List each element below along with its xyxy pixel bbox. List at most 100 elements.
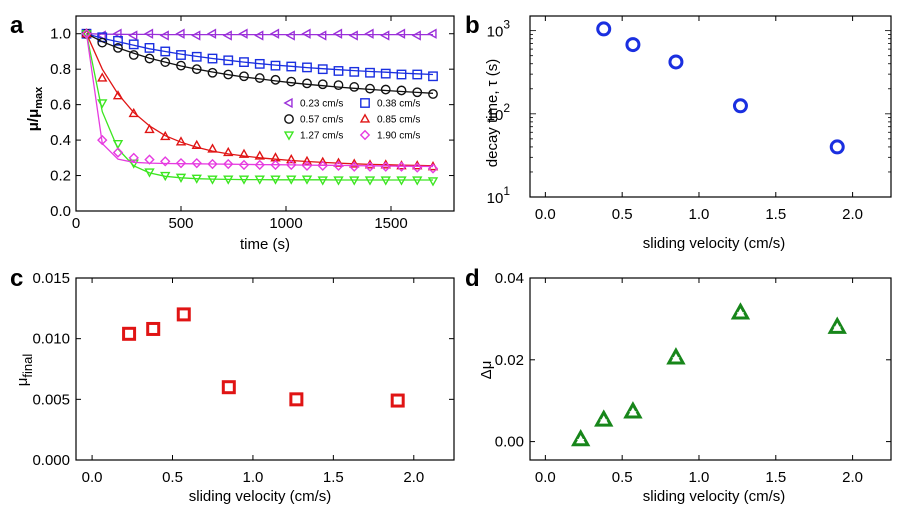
point-190 [286, 159, 297, 171]
point-127 [396, 176, 407, 186]
point-038 [113, 35, 123, 46]
point-127 [317, 176, 328, 186]
point-085 [223, 146, 234, 157]
point-085 [128, 107, 139, 118]
panel-c: c 0.0 0.5 1.0 1.5 2.0 0.000 0.005 0.010 0.015 sl… [10, 265, 455, 505]
panel-a-ytick-label: 1.0 [50, 26, 71, 43]
panel-c-point [146, 321, 161, 336]
panel-b-point [596, 21, 612, 37]
point-190 [380, 161, 391, 172]
panel-b-xtick-label: 0.0 [535, 206, 556, 223]
point-127 [286, 175, 297, 185]
point-190 [223, 158, 234, 170]
panel-label-b: b [465, 12, 480, 39]
panel-d-ylabel: Δμ [478, 361, 495, 380]
point-023 [112, 28, 122, 39]
point-057 [160, 57, 171, 67]
panel-b-ytick-exp: 3 [503, 18, 510, 32]
panel-b-ytick-base: 10 [487, 107, 504, 124]
panel-label-a: a [10, 12, 24, 39]
point-023 [254, 30, 264, 41]
point-190 [175, 157, 187, 169]
point-023 [317, 30, 327, 41]
panel-b-ytick-label: 101 [487, 184, 511, 207]
legend-marker-127 [283, 131, 295, 141]
panel-c-point [176, 307, 191, 322]
panel-b-xtick-label: 0.5 [612, 206, 633, 223]
point-038 [191, 51, 202, 62]
point-190 [364, 161, 376, 172]
panel-a-xtick-label: 0 [72, 215, 80, 232]
panel-c-ytick-label: 0.005 [32, 391, 70, 408]
panel-c-xtick-label: 0.0 [82, 469, 103, 486]
point-190 [144, 154, 155, 165]
point-190 [207, 158, 218, 170]
point-023 [159, 30, 169, 41]
point-127 [364, 176, 376, 186]
panel-c-point [122, 326, 137, 341]
point-190 [254, 159, 265, 171]
panel-d-point [623, 401, 643, 419]
point-085 [207, 143, 218, 153]
legend-marker-085 [359, 113, 371, 123]
fit-line-127 [85, 33, 433, 181]
point-038 [207, 53, 218, 64]
point-038 [270, 60, 281, 71]
point-127 [301, 175, 313, 185]
point-127 [175, 173, 187, 183]
panel-c-xtick-label: 0.5 [162, 469, 183, 486]
point-190 [349, 161, 360, 172]
panel-d: d 0.0 0.5 1.0 1.5 2.0 0.00 0.02 0.04 sliding ve… [465, 265, 892, 505]
point-038 [160, 46, 171, 57]
point-038 [144, 43, 155, 53]
point-038 [176, 50, 186, 60]
point-057 [97, 37, 108, 48]
panel-b-ytick-base: 10 [487, 190, 504, 207]
panel-b-ylabel: decay time, τ (s) [484, 59, 501, 167]
panel-a-xlabel: time (s) [240, 236, 290, 253]
point-190 [112, 147, 124, 158]
panel-b-point [625, 37, 641, 53]
panel-b-xlabel: sliding velocity (cm/s) [643, 235, 786, 252]
point-057 [144, 53, 155, 64]
point-127 [144, 168, 155, 178]
point-190 [238, 159, 250, 171]
point-038 [286, 61, 297, 72]
point-057 [113, 43, 123, 53]
point-023 [395, 28, 406, 39]
panel-c-point [221, 380, 236, 395]
point-023 [175, 28, 185, 39]
point-085 [97, 72, 108, 82]
panel-b-ytick-exp: 2 [503, 101, 510, 115]
panel-d-ytick-label: 0.04 [495, 270, 524, 287]
point-085 [144, 123, 155, 134]
legend-marker-057 [284, 114, 294, 124]
panel-d-ytick-label: 0.00 [495, 434, 524, 451]
panel-c-point [289, 392, 304, 407]
panel-b-ytick-base: 10 [487, 24, 504, 41]
panel-d-xtick-label: 1.5 [765, 469, 786, 486]
panel-b-frame [529, 15, 892, 198]
panel-a-ylabel: μ/μmax [25, 86, 45, 131]
point-085 [254, 150, 265, 160]
point-023 [427, 28, 437, 39]
point-057 [412, 87, 423, 98]
point-127 [81, 30, 92, 40]
point-127 [349, 176, 360, 186]
panel-d-point [666, 347, 686, 365]
point-038 [380, 68, 391, 79]
point-085 [286, 153, 297, 164]
panel-d-point [827, 316, 847, 334]
panel-a-ytick-label: 0.2 [50, 168, 71, 185]
point-085 [191, 139, 202, 150]
panel-a-frame [75, 15, 455, 212]
point-057 [428, 89, 438, 99]
panel-d-point [571, 428, 591, 447]
panel-label-d: d [465, 265, 480, 292]
point-038 [349, 66, 360, 77]
panel-d-frame [529, 277, 892, 461]
point-127 [207, 175, 218, 185]
panel-a: a 0 500 1000 1500 0.0 0.2 0.4 0.6 0.8 1.0 time (s… [10, 12, 455, 253]
legend-label: 0.38 cm/s [377, 99, 420, 110]
